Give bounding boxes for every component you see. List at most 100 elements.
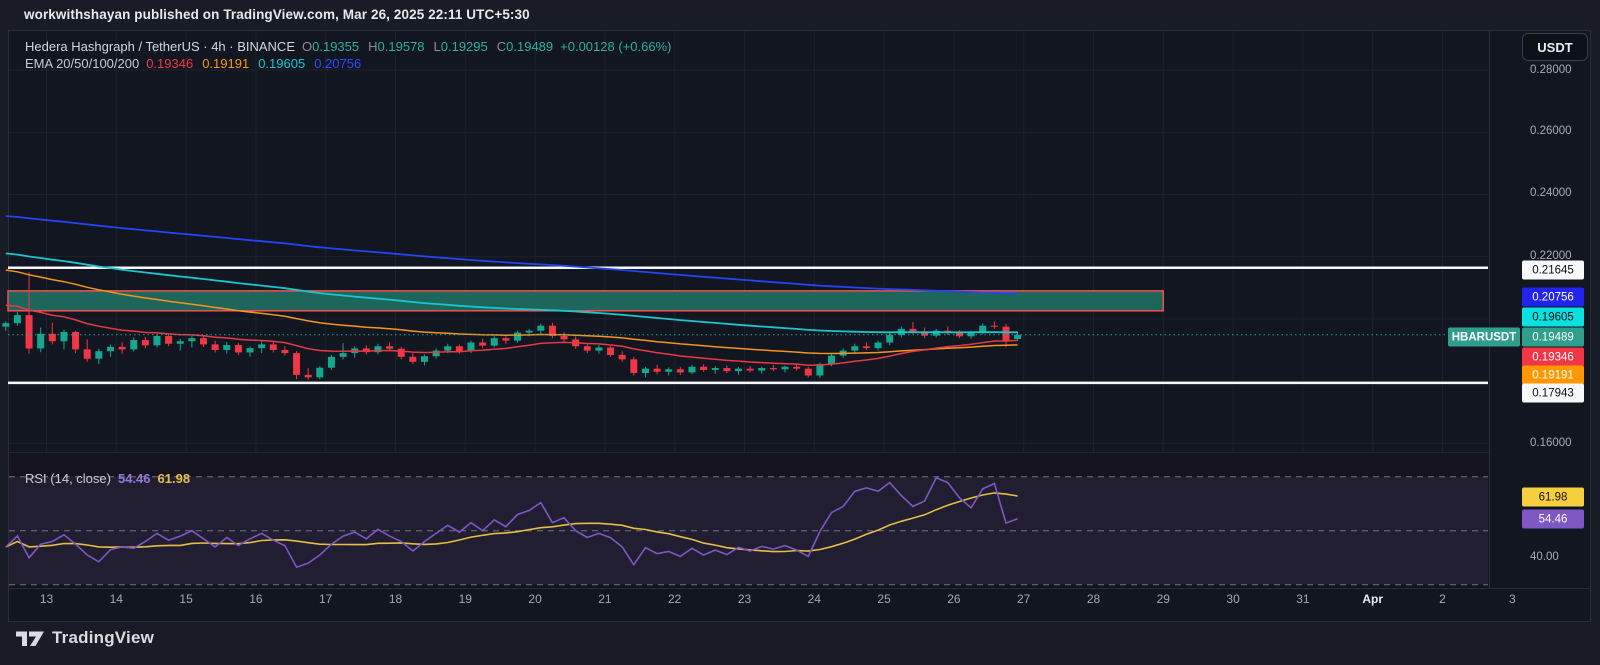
rsi-legend-row[interactable]: RSI (14, close) 54.46 61.98 xyxy=(25,471,190,486)
candle-body xyxy=(537,326,544,331)
axis-value-label: 0.21645 xyxy=(1522,261,1584,280)
candle-body xyxy=(258,344,265,348)
symbol-legend-row[interactable]: Hedera Hashgraph / TetherUS · 4h · BINAN… xyxy=(25,39,671,54)
candle-body xyxy=(247,348,254,352)
candle-body xyxy=(526,331,533,333)
time-axis-separator xyxy=(9,588,1591,589)
candle-body xyxy=(514,333,521,341)
time-axis-label: 18 xyxy=(389,592,402,606)
candle-body xyxy=(316,368,323,378)
ohlc-item: H0.19578 xyxy=(368,39,424,54)
price-scale-separator xyxy=(1489,31,1490,588)
candle-body xyxy=(142,340,149,345)
axis-value-label: 0.19346 xyxy=(1522,348,1584,367)
candle-body xyxy=(84,349,91,358)
axis-value-label: 0.19489 xyxy=(1522,328,1584,347)
candle-body xyxy=(468,343,475,352)
candle-body xyxy=(793,367,800,369)
time-axis-label: 17 xyxy=(319,592,332,606)
candle-body xyxy=(712,368,719,370)
pane-separator xyxy=(9,452,1489,453)
time-axis-label: 25 xyxy=(877,592,890,606)
candle-body xyxy=(2,323,9,326)
tradingview-logo-text: TradingView xyxy=(52,628,154,648)
axis-value-label: 61.98 xyxy=(1522,488,1584,507)
tradingview-logo[interactable]: TradingView xyxy=(16,628,154,648)
symbol-price-tag: HBARUSDT xyxy=(1448,328,1520,347)
candle-body xyxy=(165,336,172,344)
ema-legend-value: 0.20756 xyxy=(314,56,361,71)
candle-body xyxy=(293,353,300,375)
ema-values: 0.19346 0.19191 0.19605 0.20756 xyxy=(146,56,361,71)
ohlc-item: C0.19489 xyxy=(497,39,553,54)
tradingview-published-chart: workwithshayan published on TradingView.… xyxy=(0,0,1600,665)
candle-body xyxy=(561,336,568,339)
candle-body xyxy=(828,356,835,364)
chart-canvas[interactable] xyxy=(0,0,1600,622)
candle-body xyxy=(281,350,288,353)
tradingview-logo-icon xyxy=(16,630,44,647)
candle-body xyxy=(409,357,416,362)
time-axis-label: 23 xyxy=(738,592,751,606)
candle-body xyxy=(735,369,742,371)
candle-body xyxy=(805,369,812,376)
time-axis-label: 22 xyxy=(668,592,681,606)
candle-body xyxy=(107,347,114,351)
rsi-value: 54.46 xyxy=(118,471,151,486)
time-axis-label: 2 xyxy=(1439,592,1446,606)
candle-body xyxy=(747,369,754,371)
candle-body xyxy=(153,336,160,345)
time-axis-label: 21 xyxy=(598,592,611,606)
time-axis-label: 20 xyxy=(528,592,541,606)
time-axis-label: 27 xyxy=(1017,592,1030,606)
candle-body xyxy=(979,326,986,332)
currency-toggle-button[interactable]: USDT xyxy=(1522,33,1588,61)
axis-tick-label: 40.00 xyxy=(1530,551,1559,563)
candle-body xyxy=(386,346,393,348)
candle-body xyxy=(444,346,451,350)
candle-body xyxy=(595,348,602,351)
candle-body xyxy=(851,346,858,350)
ema-indicator-title: EMA 20/50/100/200 xyxy=(25,56,139,71)
candle-body xyxy=(119,347,126,349)
ema-legend-row[interactable]: EMA 20/50/100/200 0.193460.191910.196050… xyxy=(25,56,361,71)
time-axis-label: 31 xyxy=(1296,592,1309,606)
candle-body xyxy=(770,368,777,369)
ema-legend-value: 0.19346 xyxy=(146,56,193,71)
axis-value-label: 0.20756 xyxy=(1522,288,1584,307)
candle-body xyxy=(223,345,230,350)
candle-body xyxy=(688,367,695,373)
time-axis-label: 13 xyxy=(40,592,53,606)
candle-body xyxy=(991,326,998,327)
axis-tick-label: 0.28000 xyxy=(1530,64,1572,76)
time-axis-label: 24 xyxy=(808,592,821,606)
rsi-indicator-title: RSI (14, close) xyxy=(25,471,111,486)
candle-body xyxy=(677,369,684,372)
time-axis-label: 14 xyxy=(110,592,123,606)
candle-body xyxy=(398,349,405,357)
axis-value-label: 0.19191 xyxy=(1522,366,1584,385)
ema-legend-value: 0.19191 xyxy=(202,56,249,71)
ema-legend-value: 0.19605 xyxy=(258,56,305,71)
candle-body xyxy=(130,340,137,349)
candle-body xyxy=(782,367,789,369)
candle-body xyxy=(886,335,893,342)
candle-body xyxy=(875,343,882,349)
supply-zone-box xyxy=(8,291,1163,311)
candle-body xyxy=(654,369,661,372)
candle-body xyxy=(421,356,428,362)
candle-body xyxy=(188,338,195,341)
candle-body xyxy=(665,369,672,371)
axis-value-label: 0.17943 xyxy=(1522,384,1584,403)
axis-value-label: 54.46 xyxy=(1522,510,1584,529)
change-readout: +0.00128 (+0.66%) xyxy=(560,39,671,54)
candle-body xyxy=(863,346,870,348)
candle-body xyxy=(305,375,312,377)
ohlc-item: L0.19295 xyxy=(434,39,488,54)
candle-body xyxy=(607,348,614,355)
candle-body xyxy=(456,346,463,351)
time-axis-label: Apr xyxy=(1362,592,1383,606)
candle-body xyxy=(758,368,765,370)
time-axis-label: 30 xyxy=(1226,592,1239,606)
candle-body xyxy=(328,357,335,368)
